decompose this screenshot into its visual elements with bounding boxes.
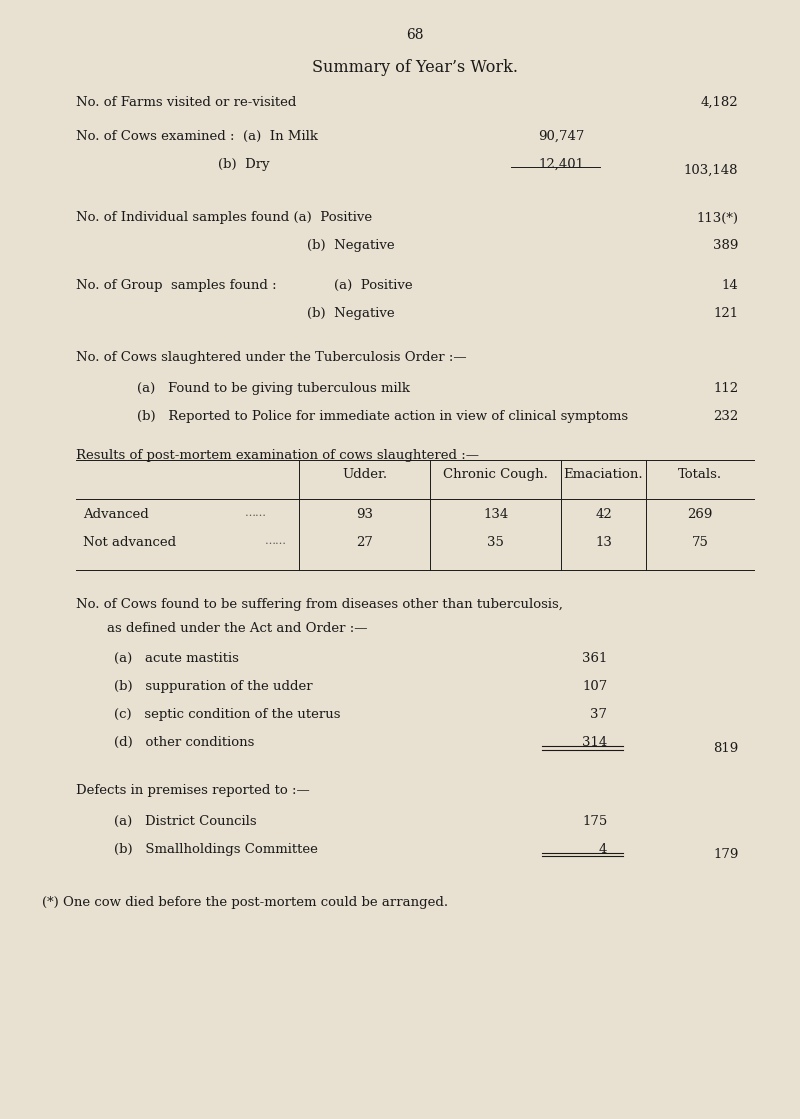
Text: ……: …… <box>246 508 267 518</box>
Text: 179: 179 <box>713 848 738 862</box>
Text: (b)  Dry: (b) Dry <box>218 158 270 171</box>
Text: (a)  Positive: (a) Positive <box>334 279 413 292</box>
Text: No. of Individual samples found (a)  Positive: No. of Individual samples found (a) Posi… <box>76 211 372 225</box>
Text: 361: 361 <box>582 652 607 666</box>
Text: 35: 35 <box>487 536 504 549</box>
Text: 819: 819 <box>713 742 738 755</box>
Text: 27: 27 <box>356 536 373 549</box>
Text: Advanced: Advanced <box>83 508 149 521</box>
Text: No. of Group  samples found :: No. of Group samples found : <box>76 279 276 292</box>
Text: 42: 42 <box>595 508 612 521</box>
Text: No. of Cows found to be suffering from diseases other than tuberculosis,: No. of Cows found to be suffering from d… <box>76 598 562 611</box>
Text: 113(*): 113(*) <box>696 211 738 225</box>
Text: 232: 232 <box>713 410 738 423</box>
Text: 4: 4 <box>599 843 607 856</box>
Text: 13: 13 <box>595 536 612 549</box>
Text: (*) One cow died before the post-mortem could be arranged.: (*) One cow died before the post-mortem … <box>42 896 448 910</box>
Text: (b)   Smallholdings Committee: (b) Smallholdings Committee <box>114 843 318 856</box>
Text: (d)   other conditions: (d) other conditions <box>114 736 254 750</box>
Text: 4,182: 4,182 <box>701 96 738 110</box>
Text: (b)  Negative: (b) Negative <box>307 239 394 253</box>
Text: (b)   Reported to Police for immediate action in view of clinical symptoms: (b) Reported to Police for immediate act… <box>138 410 629 423</box>
Text: Summary of Year’s Work.: Summary of Year’s Work. <box>312 59 518 76</box>
Text: 103,148: 103,148 <box>684 163 738 177</box>
Text: 14: 14 <box>722 279 738 292</box>
Text: No. of Cows examined :  (a)  In Milk: No. of Cows examined : (a) In Milk <box>76 130 318 143</box>
Text: (c)   septic condition of the uterus: (c) septic condition of the uterus <box>114 708 341 722</box>
Text: ……: …… <box>265 536 286 546</box>
Text: 389: 389 <box>713 239 738 253</box>
Text: 134: 134 <box>483 508 508 521</box>
Text: 269: 269 <box>687 508 713 521</box>
Text: (a)   Found to be giving tuberculous milk: (a) Found to be giving tuberculous milk <box>138 382 410 395</box>
Text: Totals.: Totals. <box>678 468 722 481</box>
Text: 175: 175 <box>582 815 607 828</box>
Text: (a)   District Councils: (a) District Councils <box>114 815 257 828</box>
Text: Udder.: Udder. <box>342 468 387 481</box>
Text: 107: 107 <box>582 680 607 694</box>
Text: Emaciation.: Emaciation. <box>564 468 643 481</box>
Text: 112: 112 <box>714 382 738 395</box>
Text: Not advanced: Not advanced <box>83 536 177 549</box>
Text: 90,747: 90,747 <box>538 130 584 143</box>
Text: (b)   suppuration of the udder: (b) suppuration of the udder <box>114 680 313 694</box>
Text: 68: 68 <box>406 28 423 43</box>
Text: 121: 121 <box>714 307 738 320</box>
Text: 93: 93 <box>356 508 373 521</box>
Text: Defects in premises reported to :—: Defects in premises reported to :— <box>76 784 310 798</box>
Text: 314: 314 <box>582 736 607 750</box>
Text: (a)   acute mastitis: (a) acute mastitis <box>114 652 239 666</box>
Text: 12,401: 12,401 <box>538 158 584 171</box>
Text: No. of Farms visited or re-visited: No. of Farms visited or re-visited <box>76 96 296 110</box>
Text: 75: 75 <box>691 536 708 549</box>
Text: No. of Cows slaughtered under the Tuberculosis Order :—: No. of Cows slaughtered under the Tuberc… <box>76 351 466 365</box>
Text: as defined under the Act and Order :—: as defined under the Act and Order :— <box>106 622 367 636</box>
Text: Chronic Cough.: Chronic Cough. <box>443 468 548 481</box>
Text: 37: 37 <box>590 708 607 722</box>
Text: (b)  Negative: (b) Negative <box>307 307 394 320</box>
Text: Results of post-mortem examination of cows slaughtered :—: Results of post-mortem examination of co… <box>76 449 478 462</box>
